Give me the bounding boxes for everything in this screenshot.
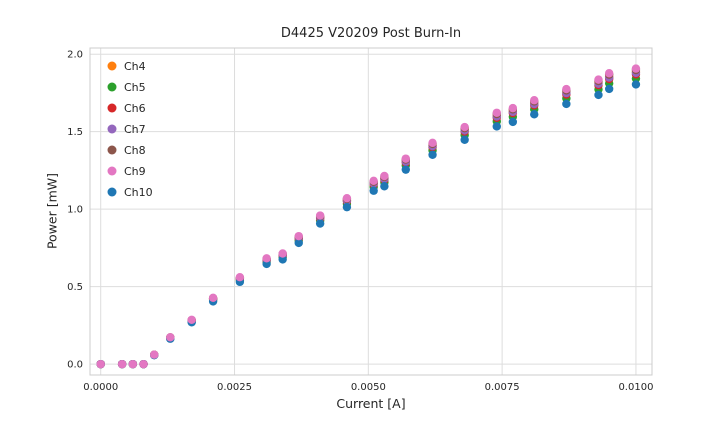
- y-tick-label: 2.0: [67, 50, 83, 61]
- x-tick-label: 0.0000: [83, 382, 118, 393]
- legend-item-ch10: Ch10: [107, 186, 153, 199]
- legend-marker-icon: [107, 103, 117, 113]
- plot-border: [89, 47, 653, 376]
- legend-label: Ch8: [124, 144, 146, 157]
- x-tick-label: 0.0025: [217, 382, 252, 393]
- scatter-point-ch9: [278, 249, 287, 258]
- scatter-point-ch9: [208, 293, 218, 303]
- legend-marker-icon: [107, 61, 117, 71]
- legend-item-ch4: Ch4: [107, 60, 146, 73]
- x-tick-label: 0.0075: [485, 382, 520, 393]
- scatter-point-ch9: [530, 96, 539, 105]
- scatter-point-ch10: [460, 135, 469, 144]
- scatter-point-ch9: [631, 64, 641, 73]
- scatter-point-ch9: [604, 69, 614, 78]
- legend-label: Ch9: [124, 165, 146, 178]
- scatter-point-ch9: [401, 154, 410, 163]
- scatter-point-ch9: [150, 350, 159, 359]
- legend-marker-icon: [107, 124, 117, 134]
- scatter-point-ch10: [278, 255, 287, 264]
- scatter-point-ch10: [401, 165, 410, 174]
- scatter-point-ch9: [342, 193, 352, 203]
- scatter-point-ch10: [380, 182, 389, 191]
- legend-label: Ch6: [124, 102, 146, 115]
- y-tick-label: 0.0: [67, 360, 83, 371]
- y-axis-label: Power [mW]: [44, 172, 60, 250]
- scatter-point-ch9: [139, 359, 148, 369]
- scatter-point-ch10: [315, 219, 325, 228]
- y-tick-label: 0.5: [67, 282, 83, 293]
- scatter-point-ch9: [166, 333, 175, 342]
- legend-label: Ch10: [124, 186, 153, 199]
- y-tick-label: 1.5: [67, 127, 83, 138]
- scatter-point-ch9: [117, 359, 127, 369]
- legend-item-ch8: Ch8: [107, 144, 146, 157]
- scatter-point-ch9: [187, 315, 196, 325]
- scatter-point-ch9: [460, 122, 469, 132]
- legend-item-ch6: Ch6: [107, 102, 146, 115]
- scatter-point-ch9: [235, 273, 245, 282]
- legend-label: Ch4: [124, 60, 146, 73]
- legend-item-ch7: Ch7: [107, 123, 146, 136]
- scatter-point-ch10: [594, 90, 603, 100]
- x-tick-label: 0.0050: [351, 382, 386, 393]
- scatter-point-ch10: [562, 99, 571, 109]
- scatter-point-ch10: [631, 80, 641, 89]
- legend-marker-icon: [107, 82, 117, 92]
- legend-marker-icon: [107, 145, 117, 155]
- scatter-point-ch9: [562, 84, 571, 94]
- chart-title: D4425 V20209 Post Burn-In: [280, 26, 462, 41]
- y-tick-label: 1.0: [67, 205, 83, 216]
- legend-marker-icon: [107, 187, 117, 197]
- scatter-point-ch10: [604, 84, 614, 94]
- scatter-point-ch10: [530, 110, 539, 119]
- scatter-point-ch9: [294, 231, 303, 241]
- x-tick-label: 0.0100: [618, 382, 653, 393]
- scatter-point-ch10: [492, 122, 501, 131]
- scatter-point-ch10: [508, 117, 518, 127]
- legend: Ch4 Ch5 Ch6 Ch7 Ch8 Ch9 Ch10: [107, 60, 153, 199]
- x-axis-label: Current [A]: [336, 396, 406, 411]
- scatter-point-ch10: [294, 238, 303, 248]
- legend-label: Ch5: [124, 81, 146, 94]
- legend-marker-icon: [107, 166, 117, 176]
- legend-label: Ch7: [124, 123, 146, 136]
- scatter-point-ch9: [594, 75, 603, 84]
- scatter-point-ch10: [369, 186, 378, 195]
- scatter-point-ch9: [96, 359, 105, 369]
- scatter-point-ch9: [262, 254, 271, 263]
- scatter-point-ch9: [369, 176, 378, 186]
- scatter-point-ch10: [428, 150, 437, 159]
- scatter-point-ch9: [315, 211, 325, 220]
- series-ch9: [96, 64, 641, 369]
- scatter-point-ch9: [128, 359, 138, 369]
- legend-item-ch9: Ch9: [107, 165, 146, 178]
- scatter-point-ch9: [492, 108, 501, 117]
- scatter-point-ch10: [342, 202, 352, 212]
- scatter-point-ch9: [508, 103, 518, 113]
- scatter-point-ch9: [428, 138, 437, 148]
- scatter-point-ch9: [380, 171, 389, 181]
- legend-item-ch5: Ch5: [107, 81, 146, 94]
